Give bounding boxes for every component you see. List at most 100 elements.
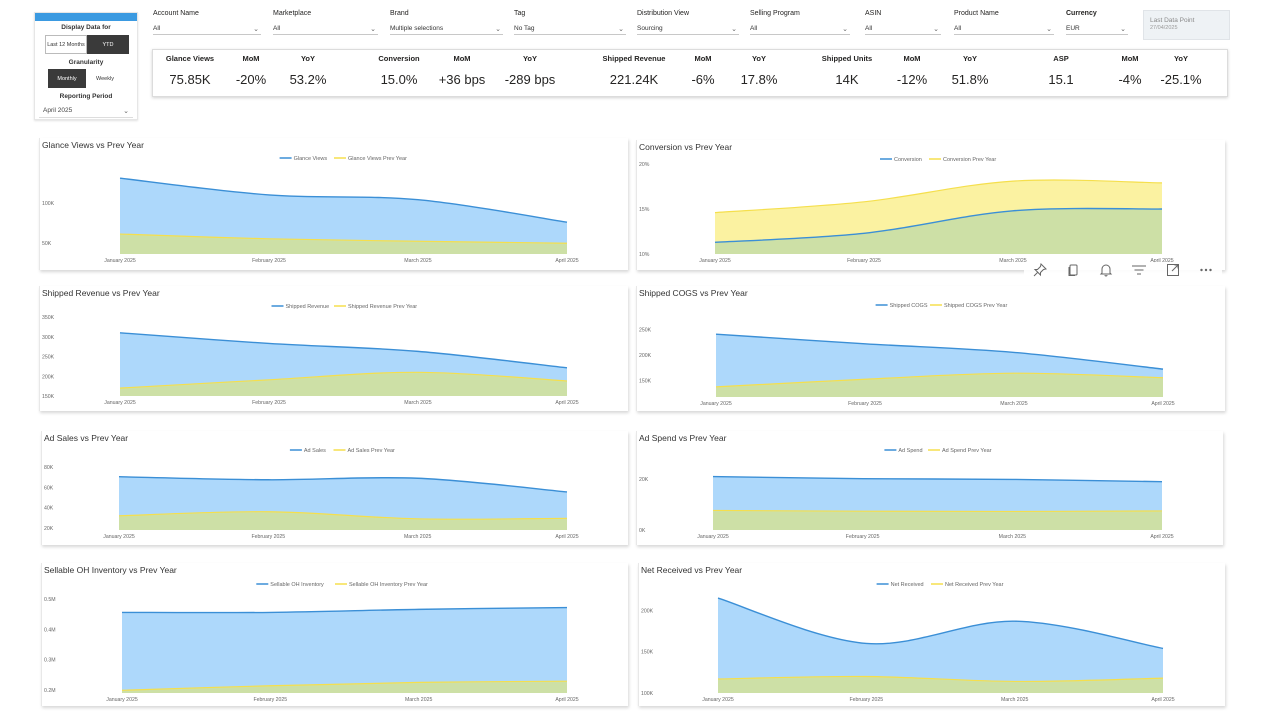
- more-options-icon[interactable]: [1199, 263, 1213, 280]
- kpi-header: YoY: [962, 54, 978, 63]
- prev-year-line: [119, 371, 568, 389]
- currency-dropdown-value: EUR: [1066, 25, 1080, 32]
- marketplace-filter: Marketplace All ⌄: [273, 10, 378, 38]
- display-data-title: Display Data for: [61, 24, 111, 31]
- chart-card[interactable]: 0.5M 0.4M 0.3M 0.2M January 2025 February 202…: [41, 563, 628, 706]
- legend-label-current: Shipped COGS: [890, 303, 928, 309]
- kpi-value: 53.2%: [289, 72, 327, 87]
- reporting-period-dropdown[interactable]: April 2025 ⌄: [39, 104, 133, 118]
- chart-title: Glance Views vs Prev Year: [42, 140, 144, 150]
- x-tick-label: March 2025: [405, 697, 433, 703]
- pin-icon[interactable]: [1033, 262, 1048, 280]
- currency-dropdown[interactable]: EUR ⌄: [1066, 23, 1128, 35]
- chart-card[interactable]: 200K 150K 100K January 2025 February 2025 Mar…: [638, 563, 1225, 706]
- chart-card[interactable]: 20% 15% 10% January 2025 February 2025 March …: [636, 140, 1225, 270]
- display-controls-panel: Display Data for Last 12 Months YTD Gran…: [34, 12, 138, 120]
- ytd-button[interactable]: YTD: [87, 35, 129, 54]
- y-tick-label: 350K: [42, 315, 55, 321]
- overlap-area: [713, 510, 1162, 530]
- prev-year-line: [119, 233, 568, 244]
- marketplace-filter-label: Marketplace: [273, 10, 312, 17]
- selling-program-dropdown[interactable]: All ⌄: [750, 23, 850, 35]
- x-tick-label: January 2025: [697, 534, 729, 540]
- legend-label-current: Shipped Revenue: [286, 304, 330, 310]
- account-name-dropdown[interactable]: All ⌄: [153, 23, 261, 35]
- product-name-dropdown-value: All: [954, 25, 962, 32]
- legend-label-prev: Net Received Prev Year: [945, 582, 1004, 588]
- chart-legend[interactable]: Shipped COGS Shipped COGS Prev Year: [875, 303, 1008, 309]
- distribution-view-dropdown[interactable]: Sourcing ⌄: [637, 23, 739, 35]
- x-tick-label: April 2025: [555, 258, 578, 264]
- chart-legend[interactable]: Sellable OH Inventory Sellable OH Invento…: [256, 582, 428, 588]
- y-tick-label: 100K: [641, 691, 654, 697]
- area-chart: 80K 60K 40K 20K January 2025 February 2025 Mar…: [44, 448, 579, 540]
- kpi-header: Glance Views: [165, 54, 215, 63]
- product-name-dropdown[interactable]: All ⌄: [954, 23, 1054, 35]
- asin-dropdown[interactable]: All ⌄: [865, 23, 941, 35]
- kpi-value: -12%: [896, 72, 928, 87]
- distribution-view-filter: Distribution View Sourcing ⌄: [637, 10, 739, 38]
- y-tick-label: 250K: [639, 328, 652, 334]
- panel-accent-bar: [35, 13, 137, 21]
- tag-filter: Tag No Tag ⌄: [514, 10, 626, 38]
- x-tick-label: March 2025: [404, 534, 432, 540]
- kpi-value: 51.8%: [951, 72, 989, 87]
- current-line: [714, 207, 1163, 243]
- area-chart: 100K 50K January 2025 February 2025 March 20…: [42, 156, 579, 264]
- last-12-months-button[interactable]: Last 12 Months: [45, 35, 87, 54]
- overlap-area: [120, 372, 567, 396]
- chart-title: Sellable OH Inventory vs Prev Year: [44, 565, 177, 575]
- chevron-down-icon: ⌄: [842, 25, 848, 33]
- currency-filter: Currency EUR ⌄: [1066, 10, 1128, 38]
- y-tick-label: 150K: [42, 394, 55, 400]
- kpi-header: MoM: [694, 54, 712, 63]
- y-tick-label: 20K: [639, 477, 649, 483]
- x-tick-label: February 2025: [252, 400, 286, 406]
- chart-card[interactable]: 100K 50K January 2025 February 2025 March 20…: [39, 138, 628, 270]
- distribution-view-filter-label: Distribution View: [637, 10, 690, 17]
- chart-title: Shipped Revenue vs Prev Year: [42, 288, 160, 298]
- legend-label-current: Glance Views: [294, 156, 328, 162]
- area-chart: 20% 15% 10% January 2025 February 2025 March …: [639, 157, 1174, 264]
- monthly-button[interactable]: Monthly: [48, 69, 86, 88]
- brand-filter-label: Brand: [390, 10, 409, 17]
- overlap-area: [716, 373, 1163, 397]
- chart-legend[interactable]: Shipped Revenue Shipped Revenue Prev Year: [271, 304, 418, 310]
- chart-card[interactable]: 80K 60K 40K 20K January 2025 February 2025 Mar…: [41, 431, 628, 545]
- kpi-header: Conversion: [378, 54, 420, 63]
- chevron-down-icon: ⌄: [370, 25, 376, 33]
- bell-icon[interactable]: [1099, 263, 1113, 280]
- focus-mode-icon[interactable]: [1166, 263, 1180, 280]
- copy-icon[interactable]: [1066, 263, 1080, 280]
- weekly-button[interactable]: Weekly: [86, 69, 124, 88]
- chart-legend[interactable]: Ad Spend Ad Spend Prev Year: [884, 448, 992, 454]
- prev-year-line: [717, 675, 1164, 683]
- chart-legend[interactable]: Net Received Net Received Prev Year: [876, 582, 1004, 588]
- marketplace-dropdown-value: All: [273, 25, 281, 32]
- area-chart: 350K 300K 250K 200K 150K January 2025 February…: [42, 304, 579, 406]
- marketplace-dropdown[interactable]: All ⌄: [273, 23, 378, 35]
- brand-dropdown[interactable]: Multiple selections ⌄: [390, 23, 503, 35]
- x-tick-label: January 2025: [106, 697, 138, 703]
- asin-filter: ASIN All ⌄: [865, 10, 941, 38]
- x-tick-label: January 2025: [104, 258, 136, 264]
- chart-card[interactable]: 250K 200K 150K January 2025 February 2025 Mar…: [636, 286, 1225, 411]
- y-tick-label: 60K: [44, 485, 54, 491]
- y-tick-label: 300K: [42, 335, 55, 341]
- chart-legend[interactable]: Glance Views Glance Views Prev Year: [279, 156, 407, 162]
- y-tick-label: 200K: [42, 374, 55, 380]
- chart-card[interactable]: 20K 0K January 2025 February 2025 March 2025…: [636, 431, 1223, 545]
- x-tick-label: April 2025: [1150, 258, 1173, 264]
- prev-year-line: [121, 680, 568, 691]
- y-tick-label: 20%: [639, 162, 650, 168]
- kpi-header: MoM: [453, 54, 471, 63]
- x-tick-label: February 2025: [253, 697, 287, 703]
- tag-dropdown[interactable]: No Tag ⌄: [514, 23, 626, 35]
- brand-filter: Brand Multiple selections ⌄: [390, 10, 503, 38]
- chart-legend[interactable]: Ad Sales Ad Sales Prev Year: [289, 448, 395, 454]
- last-data-point-card: Last Data Point 27/04/2025: [1143, 10, 1230, 40]
- chart-card[interactable]: 350K 300K 250K 200K 150K January 2025 February…: [39, 286, 628, 411]
- y-tick-label: 0.5M: [44, 597, 56, 603]
- filter-icon[interactable]: [1131, 263, 1147, 280]
- chart-legend[interactable]: Conversion Conversion Prev Year: [880, 157, 996, 163]
